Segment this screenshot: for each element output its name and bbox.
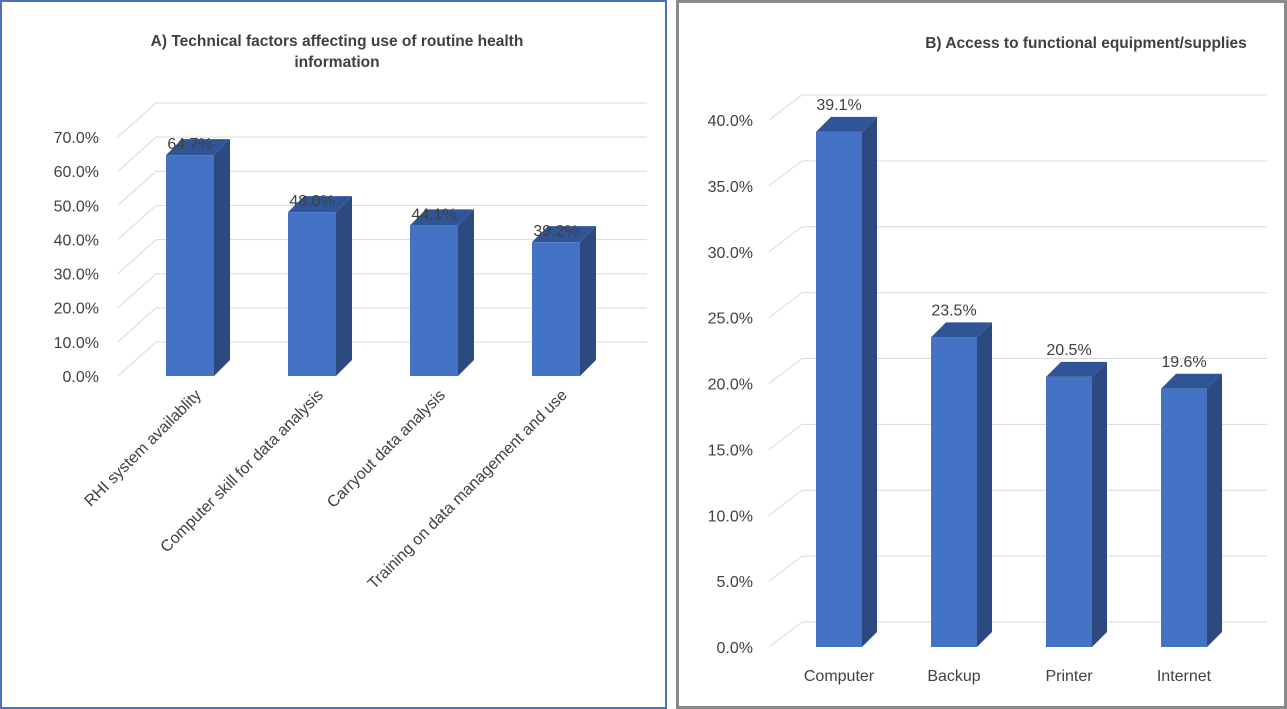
bar-top [410,209,474,226]
chart-b-plot: 0.0% 5.0% 10.0% 15.0% 20.0% 25.0% 30.0% 35.0% 40… [708,94,1267,685]
bar-top [931,322,992,338]
y-tick-label: 50.0% [54,198,99,215]
bar-side [862,116,877,648]
bar-side [458,209,474,376]
y-tick-label: 25.0% [708,311,753,328]
category-label: Internet [1157,668,1212,685]
bar [532,242,580,376]
chart-panel-a: A) Technical factors affecting use of ro… [0,0,667,709]
gridline-diag [768,94,803,121]
y-tick-label: 5.0% [717,574,753,591]
data-label: 39.2% [533,223,578,240]
gridline-diag [117,136,157,172]
y-tick-label: 40.0% [708,113,753,130]
bar-top [532,226,596,243]
bar-side [580,226,596,376]
bar [288,212,336,376]
category-label: RHI system availablity [82,387,205,510]
data-label: 39.1% [816,97,861,114]
data-label: 23.5% [931,302,976,319]
category-label: Printer [1045,668,1093,685]
gridline-diag [117,273,157,309]
chart-a-title-line-1: A) Technical factors affecting use of ro… [151,33,524,50]
gridline-diag [768,226,803,253]
y-tick-label: 20.0% [708,377,753,394]
gridline-diag [768,160,803,187]
y-tick-label: 10.0% [708,508,753,525]
chart-a-plot: 0.0% 10.0% 20.0% 30.0% 40.0% 50.0% 60.0% 70.0% 6… [54,102,647,593]
bar [1046,376,1092,647]
y-tick-label: 35.0% [708,179,753,196]
bar-top [1161,373,1222,389]
bar-top [166,139,230,156]
bar [166,155,214,376]
y-tick-label: 15.0% [708,442,753,459]
data-label: 19.6% [1161,354,1206,371]
category-label: Computer [804,668,875,685]
bar-side [977,322,992,647]
bar-top [1046,361,1107,377]
chart-b-title: B) Access to functional equipment/suppli… [925,35,1247,52]
bar-side [214,139,230,376]
data-label: 44.1% [411,206,456,223]
category-label: Training on data management and use [365,387,571,593]
bar-side [1207,373,1222,647]
gridline-diag [117,307,157,343]
chart-panel-b: B) Access to functional equipment/suppli… [676,0,1287,709]
bar [931,337,977,647]
gridline-diag [768,555,803,582]
y-tick-label: 30.0% [54,267,99,284]
gridline-diag [768,621,803,648]
y-tick-label: 40.0% [54,232,99,249]
y-tick-label: 30.0% [708,245,753,262]
gridline-diag [768,423,803,450]
gridline-diag [117,341,157,377]
y-tick-label: 70.0% [54,130,99,147]
category-label: Carryout data analysis [324,387,449,512]
y-tick-label: 10.0% [54,335,99,352]
chart-a-title-line-2: information [294,54,379,71]
data-label: 20.5% [1046,342,1091,359]
data-label: 48.0% [289,193,334,210]
gridline-diag [117,239,157,274]
gridline-diag [768,292,803,319]
y-tick-label: 60.0% [54,164,99,181]
bar [410,225,458,376]
gridline-diag [768,358,803,384]
bar-top [288,196,352,213]
y-tick-label: 0.0% [63,369,99,386]
bar-top [816,116,877,132]
bar [1161,388,1207,647]
bar-side [336,196,352,376]
chart-a-svg: A) Technical factors affecting use of ro… [54,33,647,593]
y-tick-label: 20.0% [54,301,99,318]
gridline-diag [117,102,157,138]
gridline-diag [117,170,157,206]
y-tick-label: 0.0% [717,640,753,657]
category-label: Backup [927,668,980,685]
chart-b-svg: B) Access to functional equipment/suppli… [708,35,1267,685]
gridline-diag [768,489,803,516]
gridline-diag [117,205,157,240]
bar-side [1092,361,1107,647]
data-label: 64.7% [167,136,212,153]
bar [816,131,862,648]
